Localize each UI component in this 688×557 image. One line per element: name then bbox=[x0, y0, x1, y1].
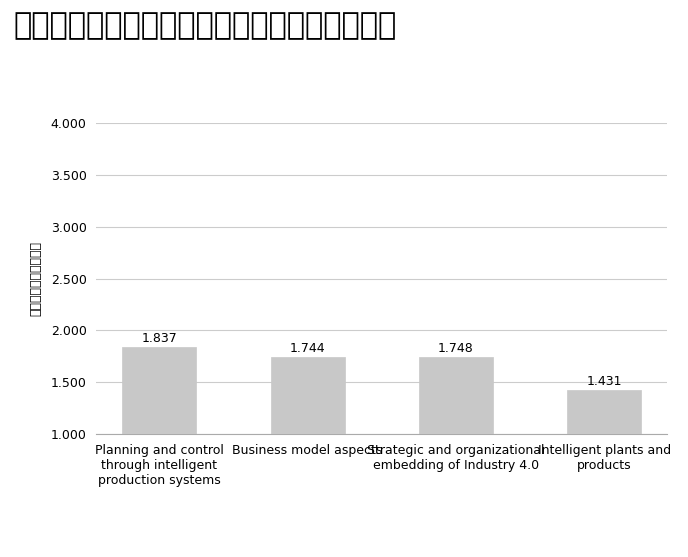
Text: 主要カテゴリ項目におけるデジタル化の進捗度: 主要カテゴリ項目におけるデジタル化の進捗度 bbox=[14, 11, 397, 40]
Text: 1.744: 1.744 bbox=[290, 342, 325, 355]
Bar bbox=[122, 348, 197, 434]
Text: 1.837: 1.837 bbox=[142, 333, 178, 345]
Text: 1.431: 1.431 bbox=[587, 374, 622, 388]
Text: 1.748: 1.748 bbox=[438, 341, 474, 355]
Bar bbox=[270, 357, 345, 434]
Bar bbox=[567, 390, 641, 434]
Y-axis label: 評価／回答の尺度段階: 評価／回答の尺度段階 bbox=[30, 241, 43, 316]
Bar bbox=[419, 356, 493, 434]
